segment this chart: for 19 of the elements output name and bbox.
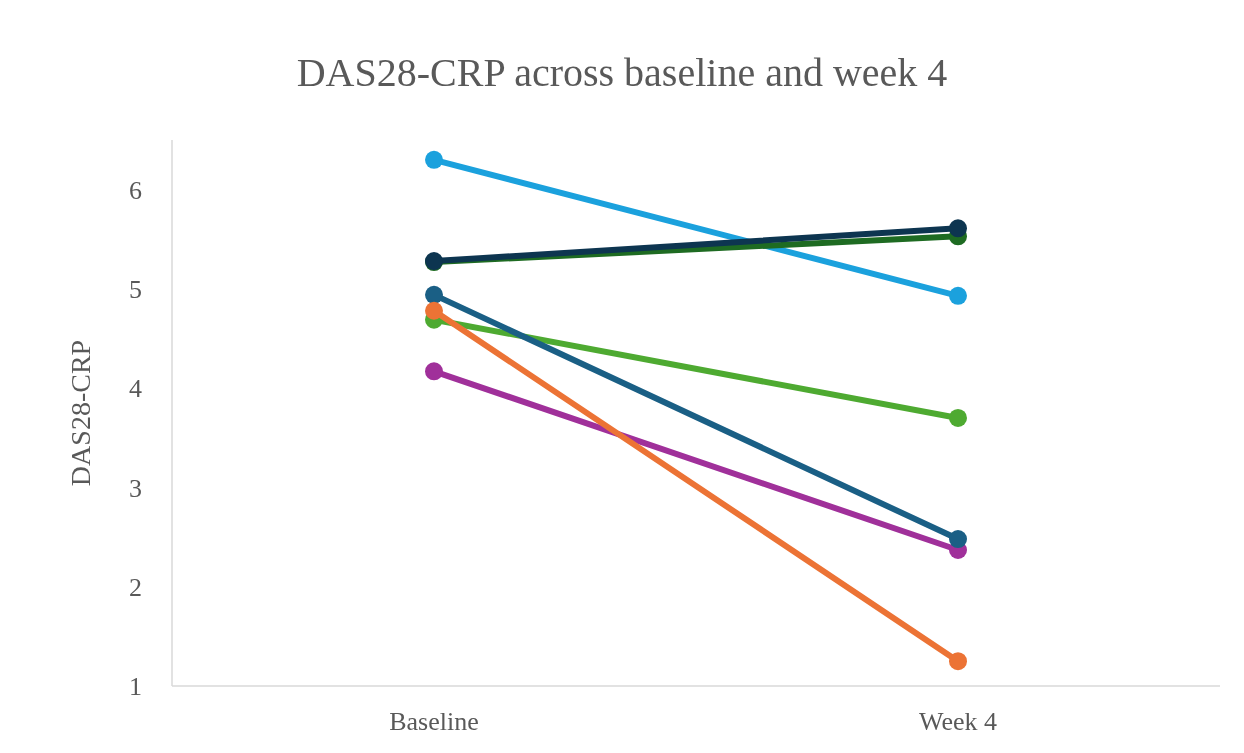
point [425, 285, 443, 304]
x-tick-label: Week 4 [918, 707, 998, 736]
y-tick-label: 1 [129, 672, 142, 702]
point [949, 286, 967, 305]
y-tick-label: 4 [129, 374, 142, 404]
point [425, 301, 443, 320]
y-axis-title: DAS28-CRP [65, 339, 96, 487]
y-tick-label: 5 [129, 275, 142, 305]
point [949, 652, 967, 671]
point [425, 150, 443, 169]
x-tick-label: Baseline [389, 707, 479, 736]
point [949, 408, 967, 427]
point [949, 219, 967, 238]
y-tick-label: 6 [129, 175, 142, 205]
y-tick-label: 3 [129, 473, 142, 503]
y-tick-label: 2 [129, 572, 142, 602]
point [425, 362, 443, 381]
point [949, 530, 967, 549]
chart-title: DAS28-CRP across baseline and week 4 [296, 50, 948, 95]
